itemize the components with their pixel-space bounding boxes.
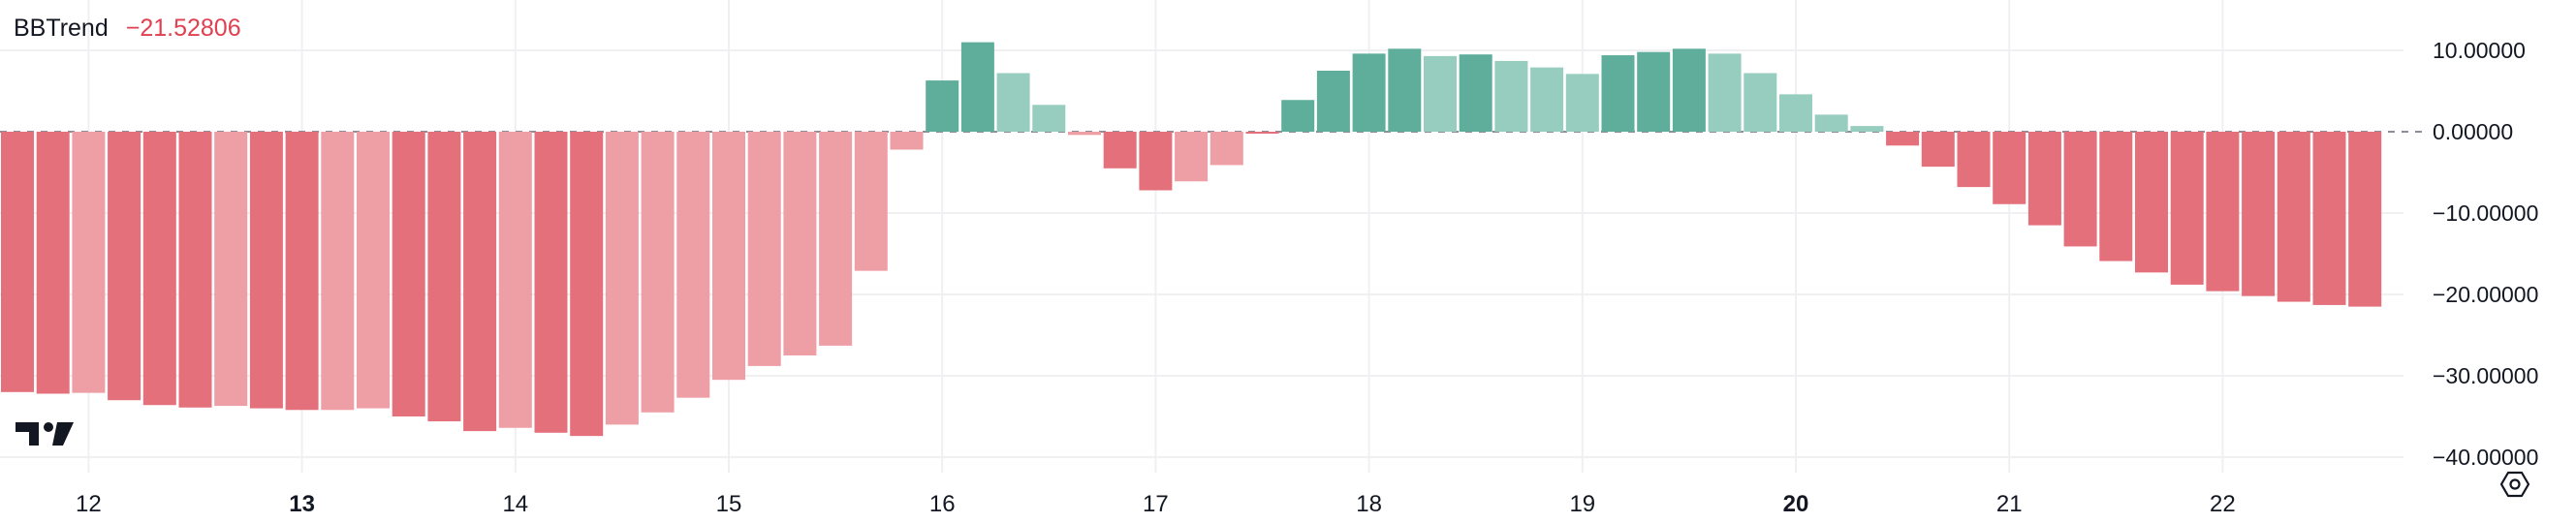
histogram-bar: [712, 132, 745, 381]
histogram-bar: [1921, 132, 1955, 168]
histogram-bar: [1032, 105, 1066, 132]
histogram-bar: [1744, 73, 1777, 132]
histogram-bar: [570, 132, 604, 437]
histogram-bar: [1672, 48, 1706, 132]
histogram-bar: [1850, 126, 1884, 132]
y-tick-label: 10.00000: [2433, 38, 2526, 63]
histogram-bar: [72, 132, 106, 393]
histogram-bar: [819, 132, 853, 346]
histogram-bar: [1530, 67, 1564, 132]
histogram-bar: [2312, 132, 2346, 305]
x-tick-label: 18: [1356, 491, 1382, 517]
x-tick-label: 19: [1569, 491, 1595, 517]
histogram-bar: [2135, 132, 2168, 273]
histogram-bar: [676, 132, 710, 398]
x-tick-label: 16: [929, 491, 956, 517]
histogram-bar: [1779, 94, 1812, 132]
histogram-bar: [2027, 132, 2061, 226]
chart-settings-button[interactable]: [2494, 463, 2536, 506]
histogram-bar: [1708, 53, 1742, 132]
settings-hexagon-icon: [2500, 471, 2529, 498]
histogram-bar: [1993, 132, 2026, 204]
histogram-bar: [1103, 132, 1137, 169]
bars-layer: [1, 42, 2382, 437]
histogram-bar: [1139, 132, 1173, 191]
histogram-bar: [2348, 132, 2382, 307]
y-tick-label: −20.00000: [2433, 282, 2538, 307]
histogram-bar: [142, 132, 176, 406]
histogram-bar: [321, 132, 355, 411]
histogram-bar: [926, 80, 959, 132]
indicator-legend[interactable]: BBTrend −21.52806: [14, 12, 241, 45]
time-axis[interactable]: 12 13 14 15 16 17 18 19 20 21 22: [76, 491, 2236, 517]
histogram-bar: [1316, 71, 1350, 132]
histogram-bar: [285, 132, 319, 411]
histogram-bar: [1424, 55, 1457, 132]
histogram-bar: [357, 132, 390, 409]
x-tick-label: 13: [289, 491, 315, 517]
histogram-bar: [2099, 132, 2133, 262]
histogram-bar: [1565, 74, 1599, 132]
histogram-bar: [960, 42, 994, 132]
x-tick-label: 22: [2210, 491, 2236, 517]
histogram-bar: [392, 132, 425, 416]
indicator-value: −21.52806: [125, 15, 241, 42]
histogram-bar: [783, 132, 817, 355]
histogram-bar: [1281, 100, 1315, 132]
histogram-bar: [890, 132, 924, 150]
y-tick-label: 0.00000: [2433, 119, 2513, 144]
histogram-bar: [1068, 132, 1101, 136]
histogram-bar: [1886, 132, 1920, 146]
histogram-bar: [854, 132, 888, 271]
histogram-bar: [1388, 48, 1422, 132]
histogram-bar: [1245, 132, 1279, 134]
histogram-bar: [605, 132, 639, 425]
histogram-bar: [747, 132, 781, 366]
histogram-bar: [178, 132, 212, 408]
histogram-bar: [427, 132, 461, 422]
price-axis[interactable]: 10.00000 0.00000 −10.00000 −20.00000 −30.000…: [2433, 38, 2538, 470]
histogram-bar: [2063, 132, 2097, 247]
histogram-bar: [2206, 132, 2240, 292]
x-tick-label: 17: [1143, 491, 1169, 517]
indicator-name[interactable]: BBTrend: [14, 15, 109, 42]
tradingview-logo-icon[interactable]: [16, 416, 78, 449]
histogram-bar: [1814, 114, 1848, 132]
x-tick-label: 14: [502, 491, 528, 517]
histogram-bar: [1175, 132, 1209, 182]
histogram-bar: [996, 73, 1030, 132]
histogram-bar: [108, 132, 141, 401]
histogram-bar: [2242, 132, 2276, 296]
histogram-bar: [463, 132, 497, 432]
histogram-bar: [1, 132, 34, 392]
histogram-bar: [36, 132, 70, 394]
histogram-bar: [1209, 132, 1243, 166]
x-tick-label: 21: [1996, 491, 2023, 517]
histogram-bar: [498, 132, 532, 428]
x-tick-label: 20: [1783, 491, 1809, 517]
y-tick-label: −10.00000: [2433, 200, 2538, 226]
histogram-bar: [1601, 55, 1635, 132]
histogram-bar: [214, 132, 248, 407]
histogram-bar: [249, 132, 283, 409]
y-tick-label: −40.00000: [2433, 445, 2538, 470]
histogram-bar: [641, 132, 675, 413]
histogram-bar: [2277, 132, 2310, 302]
histogram-bar: [1459, 54, 1492, 133]
histogram-bar: [1352, 53, 1386, 132]
histogram-bar: [534, 132, 568, 433]
histogram-bar: [1494, 60, 1528, 132]
x-tick-label: 15: [716, 491, 742, 517]
y-tick-label: −30.00000: [2433, 363, 2538, 388]
histogram-bar: [2170, 132, 2204, 285]
x-tick-label: 12: [76, 491, 102, 517]
histogram-bar: [1957, 132, 1991, 188]
histogram-bar: [1637, 51, 1671, 132]
